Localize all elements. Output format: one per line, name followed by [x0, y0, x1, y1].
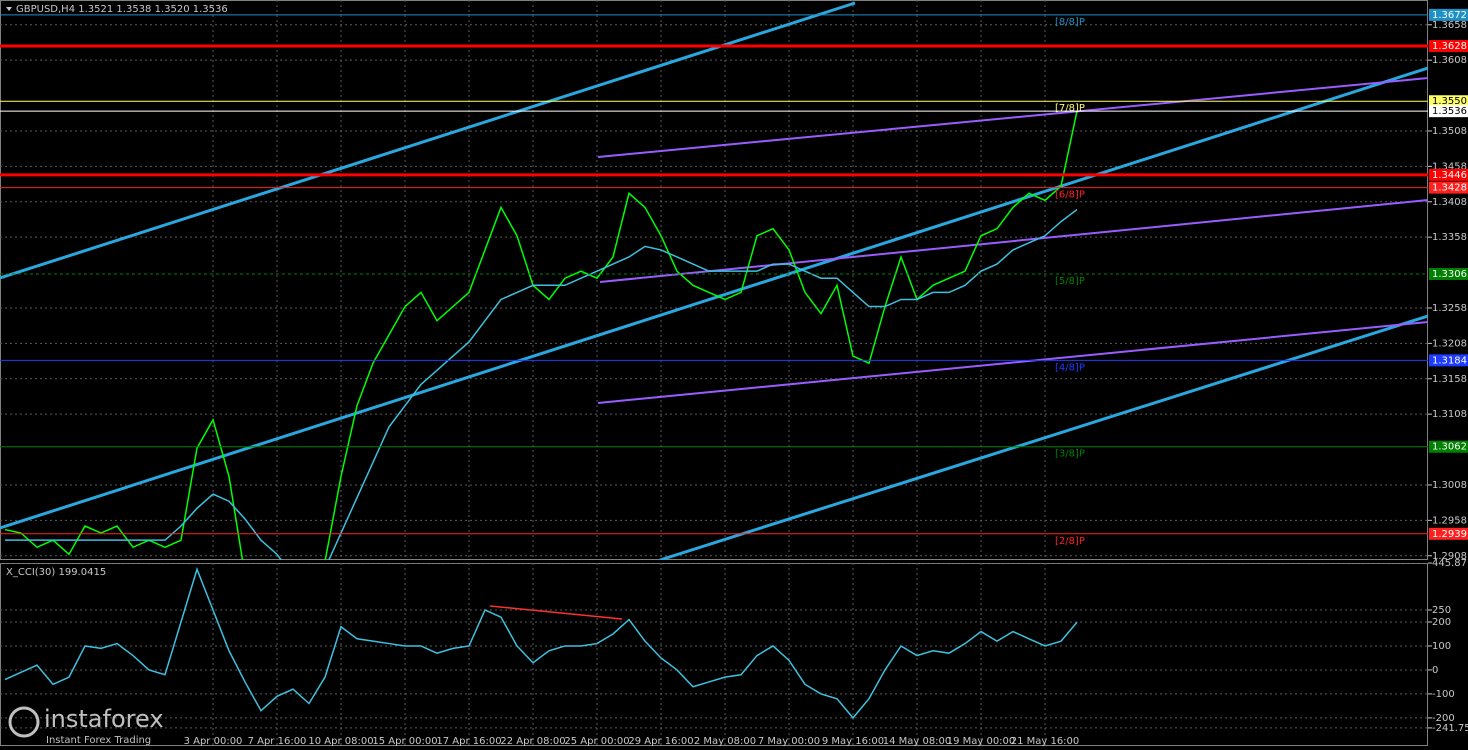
murrey-label: [6/8]P	[1055, 190, 1085, 201]
y-tick-label: 1.3458	[1432, 161, 1467, 172]
x-tick-label: 17 Apr 16:00	[436, 736, 501, 747]
watermark-logo	[8, 706, 40, 738]
price-level-label: 1.3446	[1432, 170, 1467, 181]
y-tick-label: 0	[1432, 665, 1438, 676]
x-tick-label: 15 Apr 00:00	[372, 736, 437, 747]
chart-title: GBPUSD,H4 1.3521 1.3538 1.3520 1.3536	[16, 4, 228, 15]
murrey-label: [5/8]P	[1055, 276, 1085, 287]
murrey-label: [2/8]P	[1055, 536, 1085, 547]
y-tick-label: -200	[1432, 713, 1455, 724]
trend-line	[0, 66, 1428, 530]
x-tick-label: 7 Apr 16:00	[248, 736, 307, 747]
price-level-label: 1.3536	[1432, 106, 1467, 117]
x-tick-label: 25 Apr 00:00	[564, 736, 629, 747]
series-line	[4, 110, 1078, 560]
price-level-box	[1429, 8, 1468, 21]
price-level-box	[1429, 105, 1468, 118]
trend-line	[0, 1, 856, 280]
y-tick-label: 1.3608	[1432, 55, 1467, 66]
x-tick-label: 29 Apr 16:00	[628, 736, 693, 747]
trend-line	[659, 314, 1428, 560]
channel-line	[597, 77, 1428, 158]
y-tick-label: 250	[1432, 605, 1451, 616]
price-level-box	[1429, 95, 1468, 108]
y-tick-label: 1.3508	[1432, 126, 1467, 137]
price-level-label: 1.3306	[1432, 269, 1467, 280]
watermark: instaforex Instant Forex Trading	[8, 705, 164, 746]
x-tick-label: 19 May 00:00	[947, 736, 1016, 747]
menu-arrow	[6, 7, 12, 11]
price-level-label: 1.2939	[1432, 529, 1467, 540]
y-tick-label: 1.3358	[1432, 232, 1467, 243]
murrey-label: [7/8]P	[1055, 103, 1085, 114]
y-tick-label: 100	[1432, 641, 1451, 652]
channel-line	[597, 321, 1428, 404]
x-tick-label: 7 May 00:00	[758, 736, 820, 747]
y-tick-label: 1.3008	[1432, 480, 1467, 491]
y-tick-label: 445.8715	[1432, 558, 1468, 569]
murrey-label: [8/8]P	[1055, 17, 1085, 28]
price-level-label: 1.3550	[1432, 96, 1467, 107]
series-line	[5, 208, 1078, 560]
y-tick-label: 1.3108	[1432, 409, 1467, 420]
x-tick-label: 2 May 08:00	[694, 736, 756, 747]
price-level-label: 1.3184	[1432, 355, 1467, 366]
x-tick-label: 21 May 16:00	[1011, 736, 1080, 747]
price-level-label: 1.3672	[1432, 10, 1467, 21]
indicator-title: X_CCI(30) 199.0415	[6, 567, 106, 578]
y-tick-label: 1.3408	[1432, 197, 1467, 208]
price-level-box	[1429, 40, 1468, 53]
y-tick-label: 200	[1432, 617, 1451, 628]
series-line	[4, 566, 1078, 720]
y-tick-label: 1.3208	[1432, 338, 1467, 349]
watermark-tagline: Instant Forex Trading	[46, 735, 151, 746]
y-tick-label: 1.3658	[1432, 20, 1467, 31]
murrey-label: [3/8]P	[1055, 449, 1085, 460]
trend-lines	[0, 1, 1428, 560]
main-panel-frame	[0, 0, 1428, 560]
channel-line	[599, 199, 1428, 283]
cci-panel-frame	[0, 563, 1428, 746]
y-tick-label: 1.3158	[1432, 374, 1467, 385]
price-level-label: 1.3062	[1432, 442, 1467, 453]
price-level-box	[1429, 527, 1468, 540]
y-tick-label: -100	[1432, 689, 1455, 700]
price-level-box	[1429, 354, 1468, 367]
y-tick-label: 1.2958	[1432, 515, 1467, 526]
price-level-box	[1429, 168, 1468, 181]
price-level-label: 1.3628	[1432, 41, 1467, 52]
y-tick-label: -241.757	[1432, 723, 1468, 734]
price-level-box	[1429, 181, 1468, 194]
x-tick-label: 3 Apr 00:00	[184, 736, 243, 747]
watermark-brand: instaforex	[44, 705, 164, 733]
y-tick-label: 1.3258	[1432, 303, 1467, 314]
price-level-label: 1.3428	[1432, 183, 1467, 194]
price-level-box	[1429, 440, 1468, 453]
x-tick-label: 22 Apr 08:00	[500, 736, 565, 747]
x-tick-label: 9 May 16:00	[822, 736, 884, 747]
y-tick-label: 1.2908	[1432, 551, 1467, 562]
x-tick-label: 14 May 08:00	[883, 736, 952, 747]
x-tick-label: 10 Apr 08:00	[308, 736, 373, 747]
price-level-box	[1429, 267, 1468, 280]
divergence-line	[489, 605, 623, 620]
murrey-label: [4/8]P	[1055, 362, 1085, 373]
